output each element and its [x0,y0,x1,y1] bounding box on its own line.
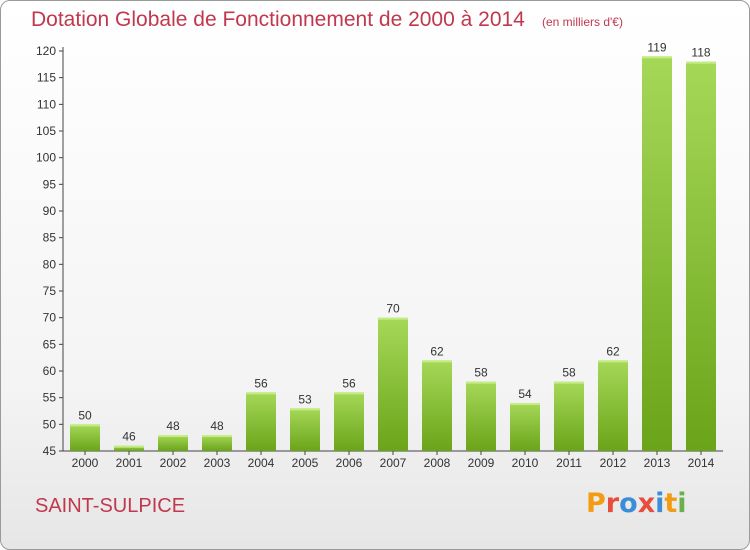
bar [642,56,672,451]
bar-highlight [510,403,540,405]
bar [598,360,628,451]
x-tick-label: 2014 [688,456,715,470]
bar-highlight [70,424,100,427]
x-tick-label: 2000 [72,456,99,470]
y-tick-label: 45 [43,444,57,458]
data-label: 62 [606,344,620,358]
data-label: 118 [691,46,710,60]
data-label: 48 [210,419,224,433]
logo-letter: P [586,488,606,519]
x-tick-label: 2003 [204,456,231,470]
labels: 50 46 48 48 56 53 56 70 62 58 54 58 62 119 118 [78,40,711,443]
bar [686,61,716,452]
bar [158,435,188,451]
bar [510,403,540,451]
data-label: 54 [518,387,532,401]
data-label: 48 [166,419,180,433]
data-label: 70 [386,302,400,316]
x-tick-label: 2012 [600,456,627,470]
bar [334,392,364,451]
y-tick-label: 75 [43,284,57,298]
bar-highlight [114,445,144,448]
y-tick-label: 55 [43,391,57,405]
data-label: 119 [647,40,666,54]
proxiti-logo[interactable]: Proxiti [586,488,687,519]
y-tick-label: 70 [43,311,57,325]
logo-letter: x [637,488,656,519]
logo-letter: i [677,488,687,519]
bar [246,392,276,451]
y-tick-label: 50 [43,417,57,431]
bar-highlight [686,61,716,64]
y-tick-label: 120 [36,44,56,58]
y-tick-label: 90 [43,204,57,218]
data-label: 56 [254,376,268,390]
y-tick-label: 80 [43,257,57,271]
x-tick-label: 2006 [336,456,363,470]
bar-highlight [158,435,188,437]
x-tick-label: 2013 [644,456,671,470]
chart-unit: (en milliers d'€) [542,15,623,29]
x-tick-label: 2009 [468,456,495,470]
data-label: 46 [122,430,136,444]
bar-highlight [378,317,408,320]
data-label: 50 [78,408,92,422]
x-tick-label: 2007 [380,456,407,470]
bar-highlight [290,408,320,411]
bar [554,381,584,451]
y-tick-label: 115 [37,71,56,85]
y-tick-label: 85 [43,231,57,245]
data-label: 58 [474,366,488,380]
x-tick-label: 2011 [556,456,582,470]
x-tick-label: 2005 [292,456,319,470]
bar-highlight [246,392,276,395]
x-tick-label: 2008 [424,456,451,470]
chart-title: Dotation Globale de Fonctionnement de 20… [31,8,525,31]
data-label: 56 [342,376,356,390]
bar-highlight [642,56,672,59]
bar [466,381,496,451]
bar-highlight [554,381,584,384]
y-tick-label: 110 [37,97,56,111]
y-tick-label: 95 [43,177,57,191]
data-label: 58 [562,366,576,380]
bar-highlight [202,435,232,437]
data-label: 62 [430,344,444,358]
commune-name: SAINT-SULPICE [35,495,186,517]
bar-highlight [422,360,452,363]
x-tick-label: 2010 [512,456,539,470]
bar [70,424,100,451]
logo-letter: i [655,488,665,519]
bar [290,408,320,451]
x-tick-label: 2001 [116,456,143,470]
bar-highlight [334,392,364,395]
bar [378,317,408,451]
bars [70,56,716,452]
y-tick-label: 65 [43,337,57,351]
x-tick-label: 2002 [160,456,187,470]
logo-letter: t [664,488,678,519]
logo-letter: o [619,488,638,519]
bar-highlight [598,360,628,363]
y-tick-label: 60 [43,364,57,378]
y-tick-label: 100 [36,151,56,165]
bar-highlight [466,381,496,384]
bar [114,445,144,451]
logo-letter: r [605,488,620,519]
bar [422,360,452,451]
y-tick-label: 105 [36,124,56,138]
x-tick-label: 2004 [248,456,275,470]
data-label: 53 [298,392,312,406]
bar [202,435,232,451]
